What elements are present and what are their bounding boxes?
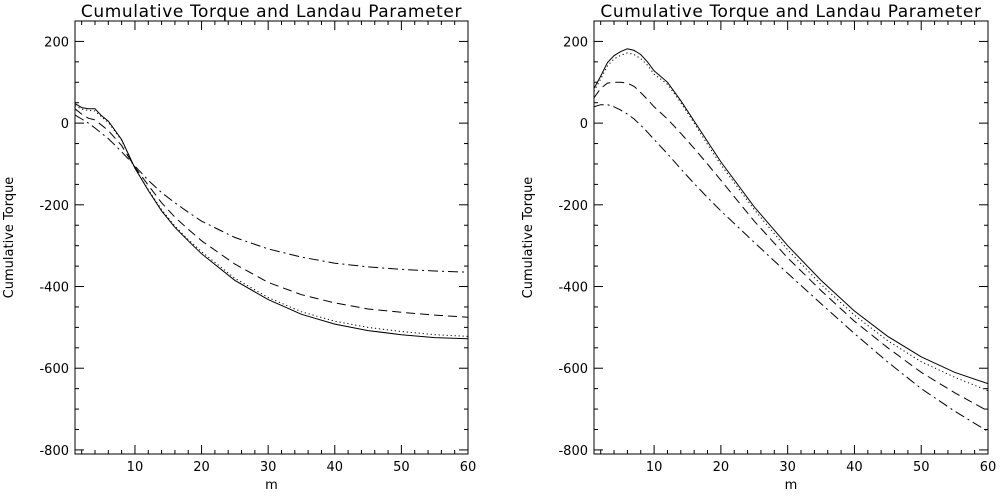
x-tick-label: 40 — [846, 460, 863, 475]
y-tick-label: -600 — [558, 362, 588, 377]
y-tick-label: 0 — [61, 117, 69, 132]
y-tick-label: 200 — [563, 35, 588, 50]
y-tick-label: -200 — [39, 199, 69, 214]
chart-title: Cumulative Torque and Landau Parameter — [81, 2, 462, 22]
x-tick-label: 20 — [193, 460, 210, 475]
x-tick-label: 20 — [713, 460, 730, 475]
x-tick-label: 40 — [327, 460, 344, 475]
x-tick-label: 60 — [980, 460, 997, 475]
y-tick-label: -400 — [39, 281, 69, 296]
x-tick-label: 10 — [127, 460, 144, 475]
x-axis-label: m — [785, 478, 798, 493]
x-tick-label: 50 — [393, 460, 410, 475]
series-line-dotted — [75, 105, 468, 337]
x-tick-label: 30 — [779, 460, 796, 475]
x-tick-label: 10 — [646, 460, 663, 475]
series-line-solid — [594, 48, 988, 385]
y-tick-label: -800 — [558, 444, 588, 459]
x-tick-label: 50 — [913, 460, 930, 475]
series-line-solid — [75, 103, 468, 340]
plot-frame — [74, 20, 469, 455]
y-tick-label: 0 — [580, 117, 588, 132]
y-tick-label: 200 — [44, 35, 69, 50]
x-tick-label: 60 — [460, 460, 477, 475]
series-line-dashed — [594, 81, 988, 412]
y-tick-label: -400 — [558, 281, 588, 296]
right-panel: Cumulative Torque and Landau Parameter 10… — [521, 2, 996, 493]
chart-title: Cumulative Torque and Landau Parameter — [600, 2, 981, 22]
x-axis-label: m — [265, 478, 278, 493]
y-tick-label: -800 — [39, 444, 69, 459]
y-tick-label: -200 — [558, 199, 588, 214]
series-line-dashed — [75, 108, 468, 318]
series-line-dashdot — [594, 104, 988, 432]
y-axis-label: Cumulative Torque — [521, 177, 536, 299]
y-axis-label: Cumulative Torque — [2, 177, 17, 299]
series-line-dashdot — [75, 114, 468, 273]
plot-frame — [593, 20, 989, 455]
series-line-dotted — [594, 52, 988, 392]
x-tick-label: 30 — [260, 460, 277, 475]
left-panel: Cumulative Torque and Landau Parameter 10… — [2, 2, 476, 493]
y-tick-label: -600 — [39, 362, 69, 377]
